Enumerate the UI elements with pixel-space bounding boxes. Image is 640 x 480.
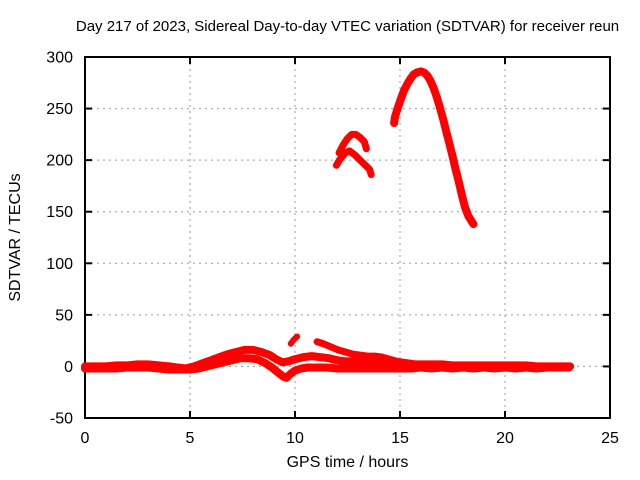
x-tick-label: 20: [496, 430, 514, 447]
x-tick-label: 0: [81, 430, 90, 447]
series-small-dash: [287, 333, 301, 347]
x-tick-label: 10: [286, 430, 304, 447]
y-axis-label: SDTVAR / TECUs: [7, 173, 24, 301]
y-tick-label: 300: [46, 50, 73, 67]
y-tick-label: 150: [46, 204, 73, 221]
series-mid-arc-upper: [335, 130, 370, 157]
plot-border: [84, 56, 611, 419]
y-tick-label: 50: [55, 307, 73, 324]
y-tick-label: 0: [64, 359, 73, 376]
series-main-arc: [390, 67, 478, 229]
series-upper-strand: [313, 338, 422, 368]
ticks-layer: [84, 56, 611, 419]
y-tick-label: 100: [46, 256, 73, 273]
x-tick-label: 5: [186, 430, 195, 447]
series-layer: [81, 67, 575, 382]
series-band-lower: [81, 354, 573, 382]
y-tick-label: 200: [46, 153, 73, 170]
x-axis-label: GPS time / hours: [287, 454, 409, 471]
chart-title: Day 217 of 2023, Sidereal Day-to-day VTE…: [76, 18, 619, 35]
series-mid-arc-lower: [332, 147, 375, 179]
x-tick-label: 15: [391, 430, 409, 447]
y-tick-label: 250: [46, 101, 73, 118]
x-tick-label: 25: [601, 430, 619, 447]
y-tick-label: -50: [50, 411, 73, 428]
tick-labels-layer: 0 5 10 15 20 25 -50 0 50 100 150 200 250 300: [46, 50, 619, 448]
